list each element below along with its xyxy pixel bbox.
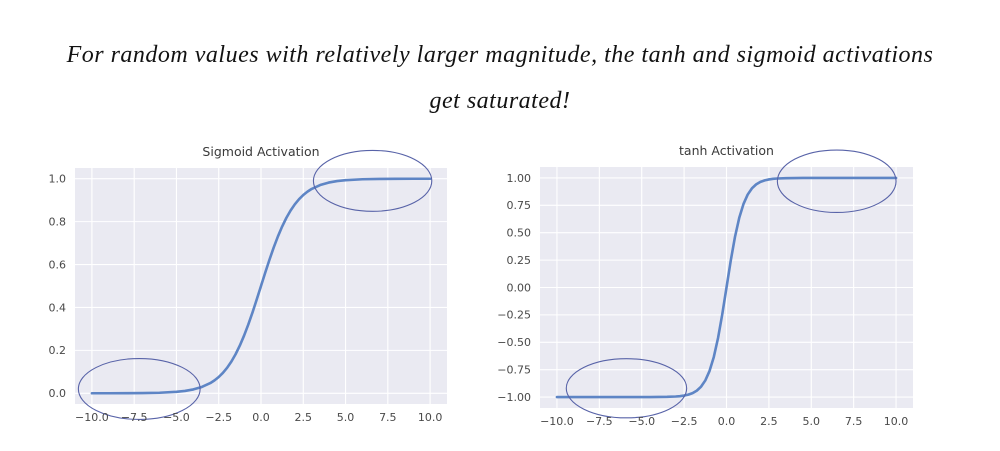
x-tick-label: 7.5 (845, 415, 863, 428)
y-tick-label: −0.50 (498, 336, 531, 349)
x-tick-label: −7.5 (586, 415, 613, 428)
y-tick-label: 0.4 (49, 301, 67, 314)
y-tick-label: −0.75 (498, 363, 531, 376)
sigmoid-activation-chart: −10.0 −7.5 −5.0 −2.5 0.0 2.5 5.0 7.5 10.0 0.0 0.2 0… (49, 144, 447, 424)
x-tick-label: −5.0 (163, 411, 190, 424)
x-tick-label: 10.0 (418, 411, 443, 424)
y-tick-label: −1.00 (498, 391, 531, 404)
y-tick-label: 0.25 (507, 254, 532, 267)
activation-curve (90, 177, 432, 395)
x-tick-label: −10.0 (540, 415, 574, 428)
x-tick-label: 5.0 (803, 415, 821, 428)
y-tick-label: 1.0 (49, 173, 67, 186)
y-tick-label: 0.6 (49, 258, 67, 271)
y-tick-label: 0.50 (507, 227, 532, 240)
saturation-ellipse-annotation (312, 149, 433, 212)
x-tick-label: 10.0 (884, 415, 909, 428)
x-tick-label: −5.0 (628, 415, 655, 428)
tanh-activation-chart: −10.0 −7.5 −5.0 −2.5 0.0 2.5 5.0 7.5 10.0 −1.00 −0… (498, 143, 913, 428)
chart-title: Sigmoid Activation (202, 144, 319, 159)
y-tick-label: 0.2 (49, 344, 67, 357)
x-tick-label: 2.5 (295, 411, 313, 424)
y-tick-label: 1.00 (507, 172, 532, 185)
saturation-ellipse-annotation (77, 357, 201, 420)
y-tick-label: 0.75 (507, 199, 532, 212)
x-tick-label: −7.5 (121, 411, 148, 424)
x-tick-label: 2.5 (760, 415, 778, 428)
x-tick-label: −2.5 (671, 415, 698, 428)
x-tick-label: −2.5 (205, 411, 232, 424)
y-tick-label: 0.00 (507, 281, 532, 294)
saturation-ellipse-annotation (776, 149, 897, 214)
heading-line-1: For random values with relatively larger… (66, 42, 934, 68)
x-tick-label: −10.0 (75, 411, 109, 424)
y-tick-label: 0.8 (49, 215, 67, 228)
y-tick-label: −0.25 (498, 309, 531, 322)
figure-heading: For random values with relatively larger… (0, 32, 1000, 124)
chart-title: tanh Activation (679, 143, 774, 158)
x-tick-label: 5.0 (337, 411, 355, 424)
activation-curve (555, 176, 898, 399)
x-tick-label: 0.0 (718, 415, 736, 428)
x-tick-label: 7.5 (379, 411, 397, 424)
x-tick-label: 0.0 (252, 411, 270, 424)
saturation-ellipse-annotation (565, 358, 688, 419)
heading-line-2: get saturated! (429, 88, 571, 114)
y-tick-label: 0.0 (49, 387, 67, 400)
